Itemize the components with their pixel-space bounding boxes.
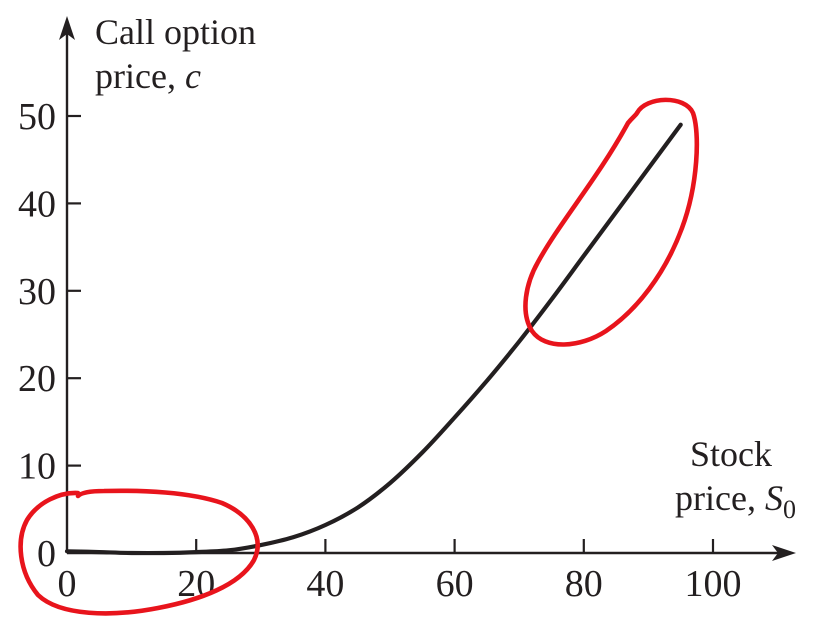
call-price-curve	[64, 122, 683, 556]
y-tick-label: 10	[18, 446, 56, 488]
y-tick-label: 40	[18, 183, 56, 225]
y-axis-title-line1: Call option	[95, 12, 256, 52]
x-axis-title-subscript: 0	[783, 495, 796, 524]
x-axis-title-variable: S	[765, 478, 783, 518]
x-tick-label: 0	[58, 563, 77, 605]
y-axis-title-prefix: price,	[95, 56, 185, 96]
x-tick-label: 40	[306, 563, 344, 605]
y-tick-label: 0	[37, 533, 56, 575]
x-axis-title-line1: Stock	[690, 434, 772, 474]
x-tick-label: 80	[565, 563, 603, 605]
x-axis-title: Stock	[690, 434, 772, 474]
x-tick-label: 60	[436, 563, 474, 605]
y-axis-title-line2: price, c	[95, 56, 201, 96]
x-tick-label: 100	[685, 563, 742, 605]
lower-left-annotation-circle	[18, 488, 260, 616]
x-axis-title-prefix: price,	[675, 478, 765, 518]
y-axis-arrowhead	[59, 16, 75, 40]
x-axis-arrowhead	[772, 545, 796, 561]
tick-marks	[67, 114, 715, 553]
x-axis-title-line2: price, S0	[675, 478, 796, 524]
y-tick-label: 50	[18, 96, 56, 138]
y-axis-title-variable: c	[185, 56, 201, 96]
upper-right-annotation-circle	[523, 97, 700, 347]
y-axis-title: Call option	[95, 12, 256, 52]
y-tick-label: 20	[18, 358, 56, 400]
y-tick-label: 30	[18, 271, 56, 313]
